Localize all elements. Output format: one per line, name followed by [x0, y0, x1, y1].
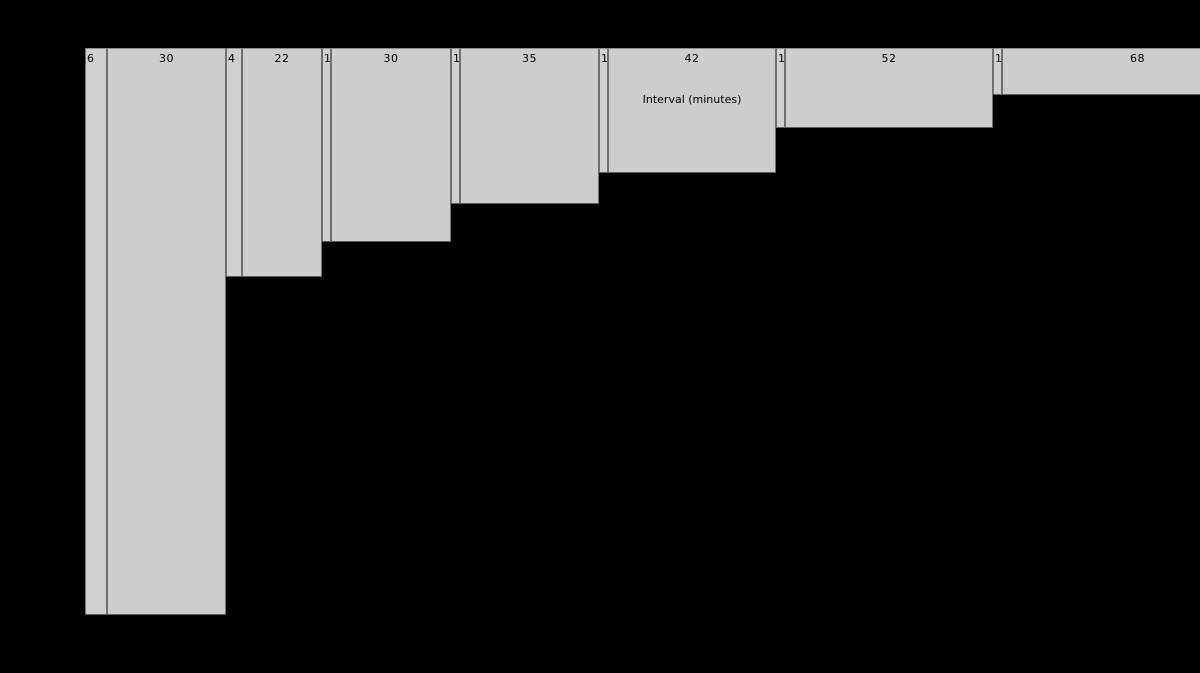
histogram-bar[interactable]: 1	[322, 48, 331, 242]
histogram-bar[interactable]: 42 Interval (minutes)	[608, 48, 776, 173]
bar-value-label: 22	[274, 52, 290, 65]
histogram-bar[interactable]: 1	[599, 48, 608, 173]
histogram-bar[interactable]: 35	[460, 48, 599, 204]
bar-value-label: 1	[778, 52, 785, 65]
bar-value-label: 30	[159, 52, 174, 65]
histogram-bar[interactable]: 1	[776, 48, 785, 128]
x-axis-title: Interval (minutes)	[642, 93, 742, 106]
bar-value-label: 1	[453, 52, 460, 65]
histogram-bar[interactable]: 6	[85, 48, 107, 615]
histogram-bar[interactable]: 52	[785, 48, 993, 128]
interval-histogram[interactable]: 6 30 4 22 1 30 1 35 1 42 Interval (minutes) 1 52 1 68	[85, 48, 1200, 620]
bar-value-label: 52	[881, 52, 897, 65]
bar-value-label: 1	[324, 52, 331, 65]
histogram-bar[interactable]: 1	[993, 48, 1002, 95]
histogram-bar[interactable]: 30	[331, 48, 451, 242]
histogram-bar[interactable]: 30	[107, 48, 226, 615]
bar-value-label: 68	[1130, 52, 1145, 65]
bar-value-label: 6	[87, 52, 94, 65]
histogram-bar[interactable]: 22	[242, 48, 322, 277]
bar-value-label: 1	[995, 52, 1002, 65]
histogram-bar[interactable]: 4	[226, 48, 242, 277]
bar-value-label: 4	[228, 52, 235, 65]
bar-value-label: 35	[522, 52, 537, 65]
bar-value-label: 1	[601, 52, 608, 65]
bar-value-label: 42	[684, 52, 700, 65]
bar-value-label: 30	[383, 52, 399, 65]
histogram-bar[interactable]: 68	[1002, 48, 1200, 95]
histogram-bar[interactable]: 1	[451, 48, 460, 204]
